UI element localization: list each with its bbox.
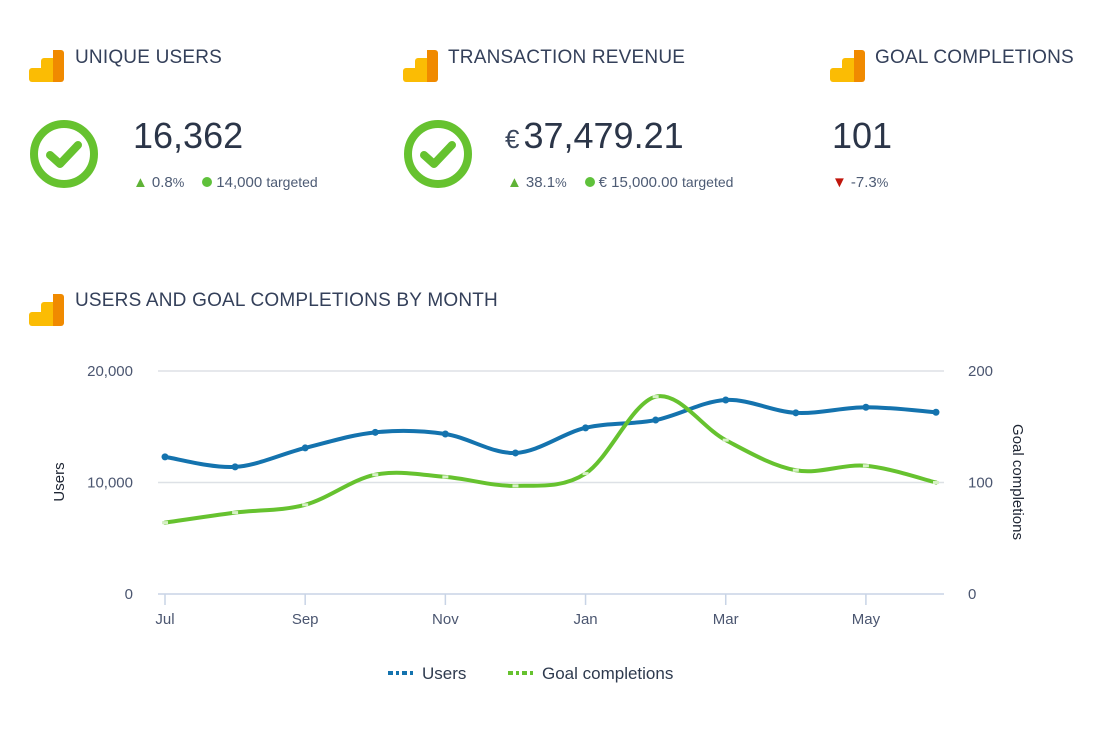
y2-tick-label: 100 [968, 475, 993, 492]
change-value: 0.8 [151, 174, 173, 191]
target-dot-icon [202, 177, 213, 187]
arrow-up-icon: ▲ [133, 174, 148, 191]
change-unit: % [555, 175, 567, 190]
value-text: 101 [832, 115, 893, 156]
analytics-logo-icon [403, 50, 439, 82]
data-point [582, 472, 589, 476]
data-point [582, 424, 590, 432]
data-point [512, 484, 519, 488]
currency-symbol: € [505, 124, 520, 154]
data-point [232, 511, 239, 515]
data-point [162, 521, 168, 525]
transaction-revenue-title: TRANSACTION REVENUE [448, 47, 686, 68]
y-tick-label: 0 [125, 586, 133, 603]
chart-section-title: USERS AND GOAL COMPLETIONS BY MONTH [75, 290, 498, 311]
analytics-logo-icon [830, 50, 866, 82]
y2-axis-title: Goal completions [1009, 424, 1026, 540]
transaction-revenue-value: €37,479.21 [505, 115, 684, 157]
data-point [511, 449, 519, 457]
target-value: € 15,000.00 [598, 174, 678, 191]
data-point [932, 408, 940, 416]
data-point [792, 409, 800, 417]
target-dot-icon [584, 177, 595, 187]
data-point [652, 395, 659, 399]
unique-users-subline: ▲ 0.8% 14,000 targeted [133, 174, 318, 191]
data-point [441, 430, 449, 438]
data-point [862, 403, 870, 411]
legend-label: Goal completions [542, 664, 673, 683]
data-point [302, 503, 309, 507]
goal-completions-title: GOAL COMPLETIONS [875, 47, 1074, 68]
analytics-logo-icon [29, 294, 65, 326]
x-tick-label: Mar [713, 611, 739, 628]
arrow-up-icon: ▲ [507, 174, 522, 191]
data-point [722, 438, 729, 442]
analytics-logo-icon [29, 50, 65, 82]
x-tick-label: May [852, 611, 881, 628]
check-circle-icon [404, 120, 472, 188]
data-point [161, 453, 169, 461]
change-value: -7.3 [850, 174, 877, 191]
target-label: targeted [266, 174, 318, 190]
y2-tick-label: 200 [968, 363, 993, 380]
data-point [372, 473, 379, 477]
x-tick-label: Nov [432, 611, 459, 628]
series-line-users [163, 397, 938, 469]
goal-completions-subline: ▼ -7.3% [832, 174, 888, 191]
transaction-revenue-subline: ▲ 38.1% € 15,000.00 targeted [507, 174, 733, 191]
y-axis-title: Users [51, 462, 68, 501]
series-line-goal-completions [163, 394, 938, 525]
check-circle-icon [30, 120, 98, 188]
unique-users-value: 16,362 [133, 115, 243, 157]
legend-item[interactable]: Users [388, 664, 466, 683]
change-unit: % [172, 175, 185, 190]
data-point [652, 416, 660, 424]
data-point [371, 428, 379, 436]
legend-label: Users [422, 664, 466, 683]
y-tick-label: 20,000 [87, 363, 133, 380]
goal-completions-value: 101 [832, 115, 892, 157]
x-tick-label: Jan [573, 611, 597, 628]
legend-item[interactable]: Goal completions [508, 664, 673, 683]
target-label: targeted [682, 174, 734, 190]
x-tick-label: Jul [155, 611, 174, 628]
arrow-down-icon: ▼ [832, 174, 847, 191]
x-tick-label: Sep [292, 611, 319, 628]
data-point [933, 481, 939, 484]
unique-users-title: UNIQUE USERS [75, 47, 223, 68]
change-unit: % [876, 175, 889, 190]
data-point [722, 396, 730, 404]
y-tick-label: 10,000 [87, 475, 133, 492]
target-value: 14,000 [216, 174, 263, 191]
data-point [862, 464, 869, 468]
change-value: 38.1 [525, 174, 556, 191]
value-text: 37,479.21 [523, 115, 684, 156]
data-point [231, 463, 239, 471]
value-text: 16,362 [133, 115, 244, 156]
data-point [792, 468, 799, 472]
data-point [442, 475, 449, 479]
y2-tick-label: 0 [968, 586, 976, 603]
data-point [301, 444, 309, 452]
